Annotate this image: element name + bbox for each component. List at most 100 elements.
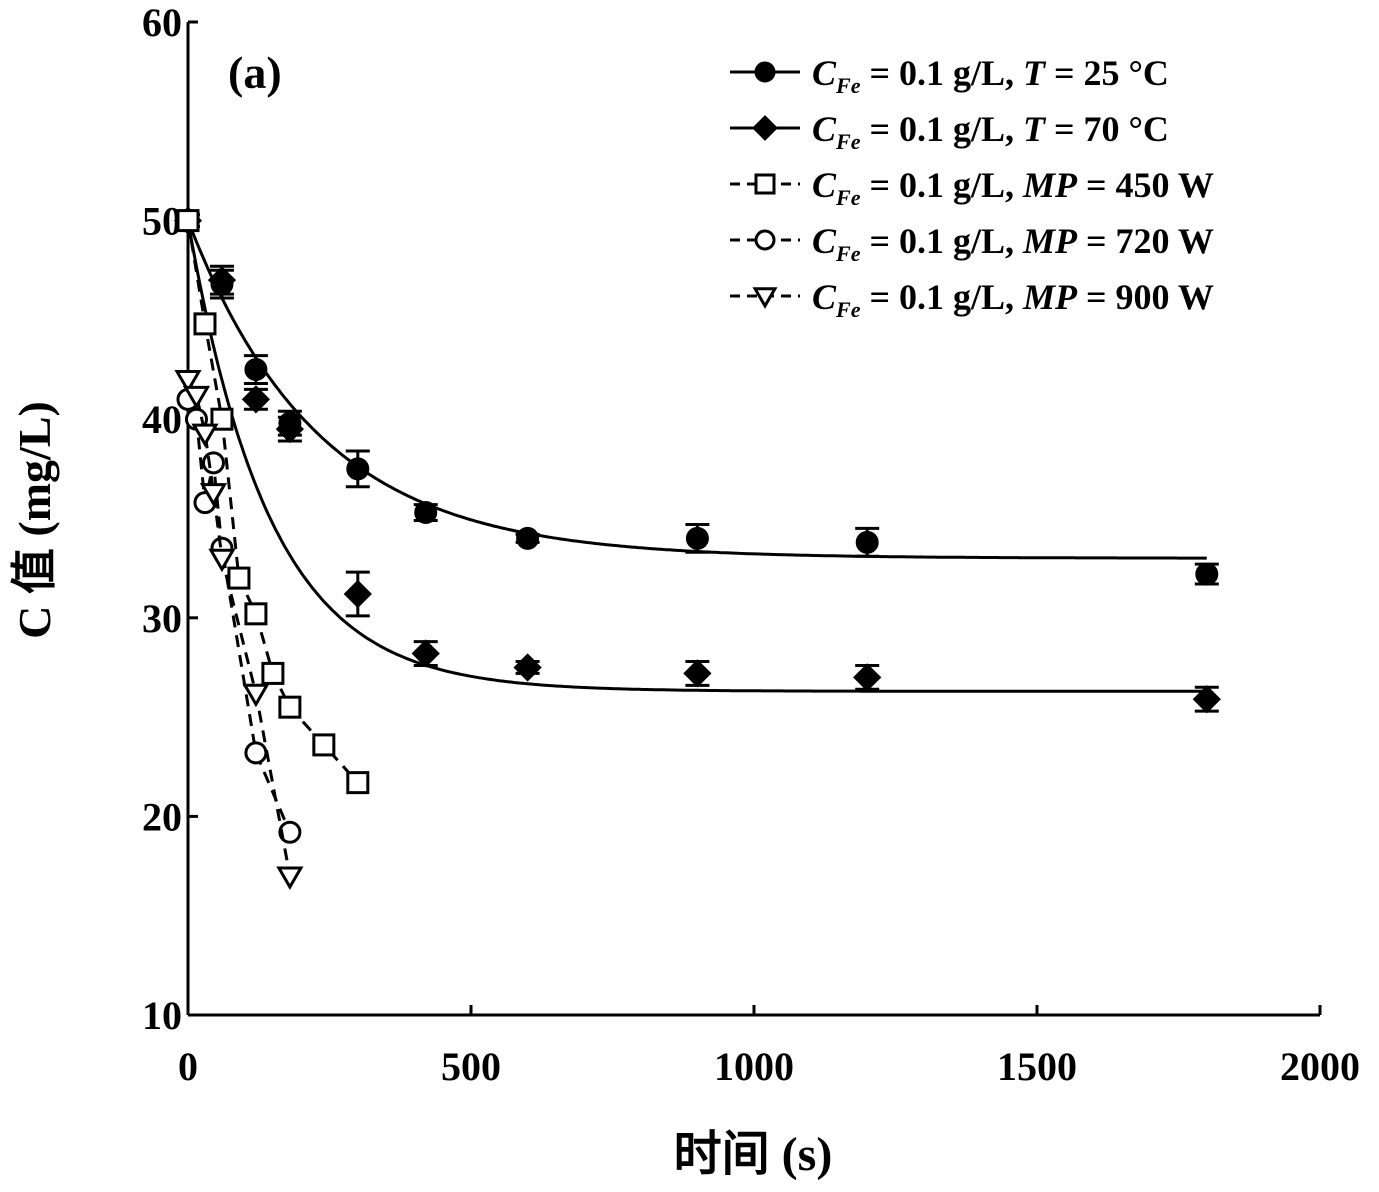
data-point [244,602,268,626]
legend-label-part: C [812,277,837,317]
data-point [193,312,217,336]
data-point [411,639,440,668]
legend-item-1: CFe = 0.1 g/L, T = 25 °C [730,53,1169,98]
legend-label-part: = 0.1 g/L, [860,53,1023,93]
legend-label-part: = 25 °C [1045,53,1169,93]
data-point [182,385,211,410]
legend-label-part: T [1023,109,1047,149]
data-point [278,820,302,844]
data-point [275,415,305,444]
data-point [414,501,438,525]
legend-label-part: C [812,165,837,205]
legend-label: CFe = 0.1 g/L, MP = 450 W [812,165,1214,210]
legend-label: CFe = 0.1 g/L, T = 25 °C [812,53,1169,98]
plot-area [173,206,1221,890]
legend-label-part: = 0.1 g/L, [860,221,1023,261]
data-point [516,526,540,550]
series-4 [176,387,302,844]
legend-label-part: MP [1022,277,1078,317]
data-point [346,771,370,795]
legend-label-part: = 0.1 g/L, [860,277,1023,317]
legend-marker [754,61,776,83]
legend-label-part: T [1023,53,1047,93]
data-point [513,653,542,682]
y-tick-label: 60 [142,0,182,45]
data-point [201,451,225,475]
series-5-line [186,378,292,877]
series-3 [176,209,370,795]
legend-item-3: CFe = 0.1 g/L, MP = 450 W [730,165,1214,210]
legend-label-part: C [812,109,837,149]
legend-label-part: = 70 °C [1045,109,1169,149]
series-5 [174,369,304,890]
data-point [855,530,879,554]
panel-label: (a) [228,47,282,98]
data-point [199,483,228,507]
data-point [1192,685,1221,714]
data-point [207,266,237,295]
legend-label-part: = 900 W [1077,277,1214,317]
legend-label-part: MP [1022,165,1078,205]
data-point [685,526,709,550]
series-2-line [186,220,1207,693]
legend-label-part: = 0.1 g/L, [860,109,1023,149]
legend-item-5: CFe = 0.1 g/L, MP = 900 W [730,277,1214,322]
x-tick-label: 1500 [997,1044,1077,1089]
data-point [683,659,712,688]
legend-label: CFe = 0.1 g/L, MP = 720 W [812,221,1214,266]
y-tick-label: 20 [142,794,182,839]
legend-label-part: C [812,53,837,93]
data-point [1195,562,1219,586]
x-axis-label: 时间 (s) [674,1128,833,1181]
legend-marker [754,173,776,195]
legend-item-4: CFe = 0.1 g/L, MP = 720 W [730,221,1214,266]
data-point [261,661,285,685]
data-point [278,695,302,719]
x-tick-label: 1000 [714,1044,794,1089]
data-point [346,457,370,481]
legend-label-part: = 0.1 g/L, [860,165,1023,205]
x-tick-label: 2000 [1280,1044,1360,1089]
data-point [174,369,202,394]
data-point [244,741,268,765]
legend-label-part: MP [1022,221,1078,261]
legend-label-part: Fe [835,73,861,98]
y-tick-label: 40 [142,397,182,442]
legend-label-part: Fe [835,241,861,266]
data-point [227,566,251,590]
data-point [312,733,336,757]
data-point [176,209,200,233]
data-point [208,548,236,573]
series-1 [176,209,1219,586]
legend-label-part: C [812,221,837,261]
legend-label-part: Fe [835,129,861,154]
legend-label: CFe = 0.1 g/L, MP = 900 W [812,277,1214,322]
legend-label: CFe = 0.1 g/L, T = 70 °C [812,109,1169,154]
series-1-line [186,220,1207,560]
legend-label-part: = 720 W [1077,221,1214,261]
data-point [853,663,882,692]
legend-marker [752,115,778,141]
series-2 [173,206,1221,714]
legend-item-2: CFe = 0.1 g/L, T = 70 °C [730,109,1169,154]
y-tick-label: 30 [142,596,182,641]
data-point [242,683,270,708]
legend-label-part: Fe [835,185,861,210]
y-axis-label: C 值 (mg/L) [9,401,60,639]
y-tick-label: 10 [142,993,182,1038]
legend-marker [754,229,776,251]
data-point [244,358,268,382]
legend-marker [752,287,778,309]
data-point [343,579,372,609]
legend-label-part: = 450 W [1077,165,1214,205]
data-point [191,423,219,448]
x-tick-label: 500 [441,1044,501,1089]
legend-label-part: Fe [835,297,861,322]
x-tick-label: 0 [178,1044,198,1089]
data-point [276,866,304,890]
data-point [241,385,271,414]
